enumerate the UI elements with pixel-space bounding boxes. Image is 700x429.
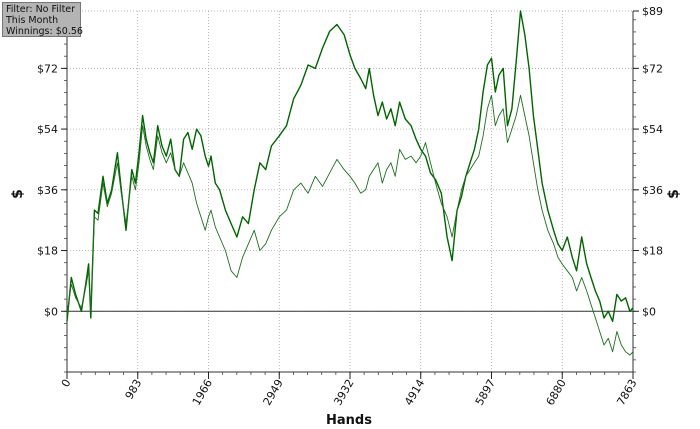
- winnings-label: Winnings: $0.56: [6, 26, 83, 37]
- x-tick-label: 7863: [614, 377, 639, 408]
- x-tick-label: 5897: [473, 377, 498, 408]
- y-tick-label-left: $54: [37, 123, 58, 136]
- series-line-2: [66, 94, 634, 356]
- grid: [66, 10, 634, 372]
- y-tick-label-right: $18: [642, 245, 663, 258]
- series-line-1: [66, 10, 634, 323]
- y-tick-label-left: $36: [37, 184, 58, 197]
- info-box: Filter: No Filter This Month Winnings: $…: [2, 2, 83, 37]
- y-tick-label-right: $72: [642, 62, 663, 75]
- y-tick-label-right: $54: [642, 123, 663, 136]
- y-axis-right: $0 $18 $36 $54 $72 $89: [633, 5, 663, 373]
- y-axis-title-right: $: [666, 189, 682, 199]
- x-axis-title: Hands: [326, 413, 372, 428]
- x-tick-label: 0: [59, 377, 74, 390]
- y-axis-title-left: $: [10, 189, 26, 199]
- x-tick-label: 3932: [331, 377, 356, 408]
- y-tick-label-left: $0: [44, 305, 58, 318]
- x-axis: 0 983 1966 2949 3932 4914 5897 6880 7863: [59, 372, 640, 408]
- x-tick-label: 6880: [544, 377, 569, 408]
- x-tick-label: 4914: [402, 377, 427, 408]
- y-tick-label-right: $36: [642, 184, 663, 197]
- y-tick-label-left: $18: [37, 245, 58, 258]
- period-label: This Month: [6, 15, 59, 26]
- y-axis-left: $0$18$36$54$72$89: [37, 5, 67, 373]
- x-tick-label: 1966: [190, 377, 215, 408]
- y-tick-label-left: $72: [37, 62, 58, 75]
- y-tick-label-right: $89: [642, 5, 663, 18]
- x-tick-label: 2949: [261, 377, 286, 408]
- filter-label: Filter: No Filter: [6, 4, 76, 15]
- x-tick-label: 983: [123, 377, 145, 402]
- y-tick-label-right: $0: [642, 305, 656, 318]
- series-layer: [66, 10, 634, 356]
